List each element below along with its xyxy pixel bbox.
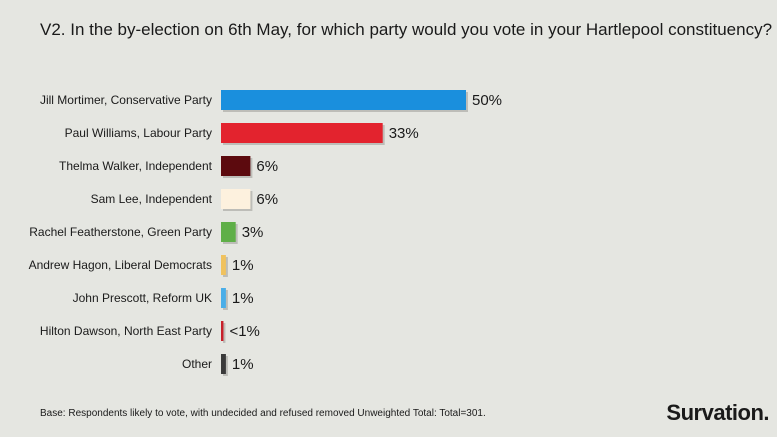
category-label: Other [182, 357, 212, 371]
value-label: 33% [389, 125, 419, 142]
category-label: Sam Lee, Independent [91, 192, 213, 206]
value-label: 1% [232, 257, 254, 274]
category-label: Rachel Featherstone, Green Party [29, 225, 212, 239]
chart-title: V2. In the by-election on 6th May, for w… [40, 20, 773, 39]
value-label: 1% [232, 290, 254, 307]
bar-chart: Jill Mortimer, Conservative Party 50% Paul… [29, 90, 502, 376]
bar [221, 189, 251, 209]
value-label: 50% [472, 92, 502, 109]
bar-shadow [223, 323, 226, 343]
value-label: 1% [232, 356, 254, 373]
bar [221, 321, 224, 341]
bar [221, 222, 236, 242]
value-label: 6% [256, 191, 278, 208]
value-label: <1% [229, 323, 259, 340]
value-label: 6% [256, 158, 278, 175]
bar [221, 123, 383, 143]
category-label: John Prescott, Reform UK [73, 291, 212, 305]
category-label: Hilton Dawson, North East Party [40, 324, 212, 338]
bar [221, 354, 226, 374]
category-label: Thelma Walker, Independent [59, 159, 213, 173]
bar [221, 288, 226, 308]
survation-logo: Survation. [666, 400, 769, 425]
bar [221, 156, 251, 176]
category-label: Andrew Hagon, Liberal Democrats [29, 258, 212, 272]
value-label: 3% [242, 224, 264, 241]
category-label: Paul Williams, Labour Party [65, 126, 212, 140]
bar [221, 90, 466, 110]
category-label: Jill Mortimer, Conservative Party [40, 93, 212, 107]
footnote: Base: Respondents likely to vote, with u… [40, 408, 486, 419]
bar [221, 255, 226, 275]
